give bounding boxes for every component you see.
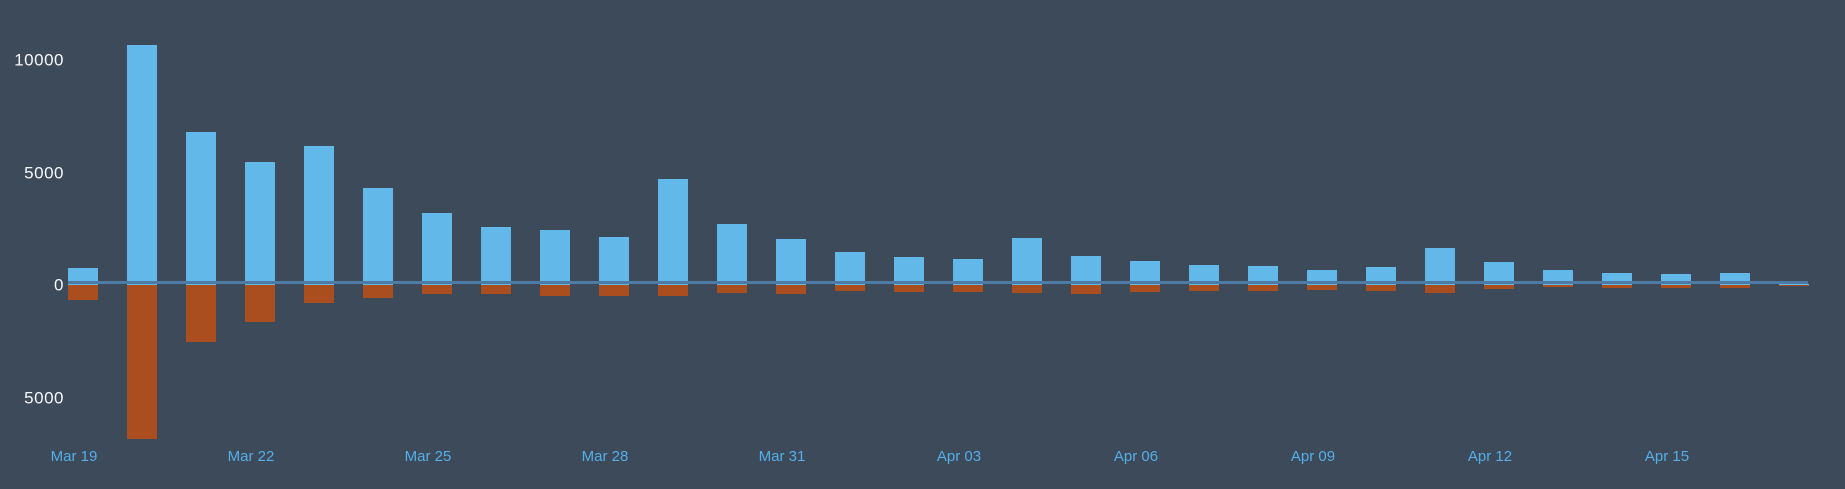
bar-positive[interactable]	[540, 230, 570, 285]
bar-positive[interactable]	[127, 44, 157, 285]
bar-negative[interactable]	[953, 285, 983, 292]
bar-positive[interactable]	[1248, 265, 1278, 285]
bar-positive[interactable]	[1189, 264, 1219, 285]
bar-positive[interactable]	[1720, 273, 1750, 285]
x-axis-label: Apr 09	[1290, 448, 1336, 465]
x-axis-label: Apr 12	[1467, 448, 1513, 465]
bar-positive[interactable]	[1366, 267, 1396, 285]
bar-negative[interactable]	[1130, 285, 1160, 292]
bar-positive[interactable]	[245, 161, 275, 285]
bar-positive[interactable]	[68, 267, 98, 285]
bar-negative[interactable]	[1779, 285, 1809, 286]
y-axis-label: 5000	[24, 388, 64, 407]
bar-positive[interactable]	[894, 257, 924, 285]
bar-positive[interactable]	[363, 188, 393, 285]
x-axis-label: Apr 06	[1113, 448, 1159, 465]
x-axis-label: Mar 25	[404, 448, 452, 465]
bar-negative[interactable]	[776, 285, 806, 294]
bar-positive[interactable]	[776, 239, 806, 285]
bar-positive[interactable]	[658, 179, 688, 285]
bar-positive[interactable]	[481, 226, 511, 285]
bar-negative[interactable]	[599, 285, 629, 297]
bar-positive[interactable]	[1425, 248, 1455, 285]
bar-negative[interactable]	[1366, 285, 1396, 291]
y-axis-label: 10000	[14, 50, 64, 70]
bar-positive[interactable]	[953, 258, 983, 285]
bar-negative[interactable]	[1602, 285, 1632, 289]
y-axis-label: 0	[54, 275, 64, 295]
bar-negative[interactable]	[1189, 285, 1219, 291]
bar-positive[interactable]	[186, 132, 216, 285]
bar-negative[interactable]	[1543, 285, 1573, 288]
bar-positive[interactable]	[304, 145, 334, 285]
bar-negative[interactable]	[1720, 285, 1750, 288]
bar-positive[interactable]	[1484, 262, 1514, 285]
bar-negative[interactable]	[1248, 285, 1278, 291]
bar-positive[interactable]	[1661, 273, 1691, 285]
bar-negative[interactable]	[1012, 285, 1042, 294]
bar-negative[interactable]	[481, 285, 511, 294]
bar-negative[interactable]	[540, 285, 570, 297]
bar-negative[interactable]	[127, 285, 157, 439]
bar-positive[interactable]	[1071, 255, 1101, 285]
bar-negative[interactable]	[422, 285, 452, 294]
bar-negative[interactable]	[1307, 285, 1337, 290]
bar-negative[interactable]	[658, 285, 688, 296]
zero-axis-line	[68, 281, 1808, 284]
bar-negative[interactable]	[186, 285, 216, 342]
bar-negative[interactable]	[835, 285, 865, 292]
bar-positive[interactable]	[1012, 237, 1042, 285]
bar-positive[interactable]	[1130, 260, 1160, 285]
x-axis-label: Mar 31	[758, 448, 806, 465]
bar-negative[interactable]	[363, 285, 393, 299]
bar-positive[interactable]	[1602, 273, 1632, 285]
bar-negative[interactable]	[68, 285, 98, 301]
bar-positive[interactable]	[835, 251, 865, 285]
x-axis-label: Mar 28	[581, 448, 629, 465]
bar-negative[interactable]	[894, 285, 924, 292]
bar-negative[interactable]	[717, 285, 747, 294]
x-axis-label: Apr 15	[1644, 448, 1690, 465]
bar-positive[interactable]	[717, 224, 747, 285]
bar-negative[interactable]	[245, 285, 275, 322]
bar-negative[interactable]	[1425, 285, 1455, 293]
x-axis-label: Apr 03	[936, 448, 982, 465]
bar-negative[interactable]	[304, 285, 334, 303]
x-axis-label: Mar 19	[50, 448, 98, 465]
bar-positive[interactable]	[1779, 284, 1809, 285]
bar-negative[interactable]	[1484, 285, 1514, 290]
y-axis-label: 5000	[24, 163, 64, 182]
bar-negative[interactable]	[1661, 285, 1691, 289]
bar-positive[interactable]	[422, 213, 452, 285]
bar-negative[interactable]	[1071, 285, 1101, 294]
bar-positive[interactable]	[599, 237, 629, 285]
x-axis-label: Mar 22	[227, 448, 275, 465]
